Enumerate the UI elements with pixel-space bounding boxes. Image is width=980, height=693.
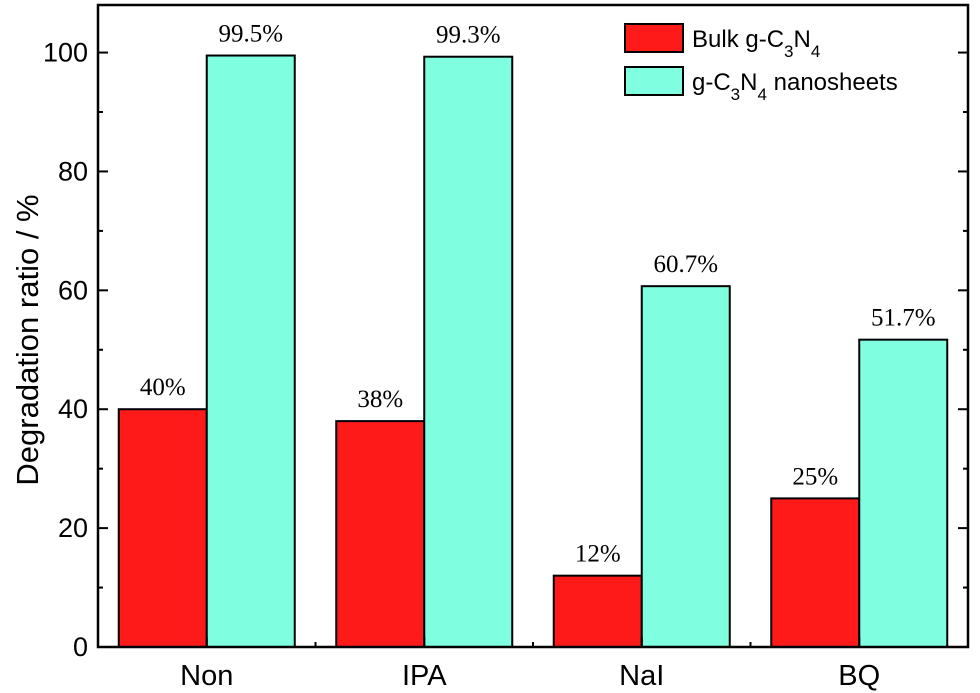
y-tick-label: 80: [58, 156, 88, 186]
legend-label-nanosheets: g-C3N4 nanosheets: [692, 69, 898, 104]
bar-nanosheets-bq: [858, 338, 949, 648]
data-label: 40%: [140, 374, 186, 401]
data-label: 38%: [357, 386, 403, 413]
y-tick-label: 60: [58, 275, 88, 305]
bar-nanosheets-non: [205, 54, 296, 649]
y-tick-label: 100: [43, 38, 88, 68]
bar-bulk-non: [117, 408, 208, 648]
x-tick-label: NaI: [619, 660, 664, 692]
x-tick-label: BQ: [838, 660, 880, 692]
bar-nanosheets-nai: [640, 285, 731, 648]
plot-area: 40% 38% 12% 25% 99.5% 99.3% 60.7% 51.7% 0 20 40 60 8…: [43, 3, 970, 692]
bar-bulk-bq: [770, 497, 861, 648]
x-tick-label: Non: [180, 660, 233, 692]
x-tick-label: IPA: [402, 660, 447, 692]
bar-bulk-nai: [552, 574, 643, 649]
y-axis-label: Degradation ratio / %: [10, 194, 45, 485]
data-label: 60.7%: [653, 251, 718, 278]
data-label: 25%: [792, 463, 838, 490]
data-label: 51.7%: [871, 305, 936, 332]
data-label: 99.5%: [218, 21, 283, 48]
legend-label-bulk: Bulk g-C3N4: [692, 26, 820, 61]
y-tick-label: 40: [58, 394, 88, 424]
legend: Bulk g-C3N4 g-C3N4 nanosheets: [624, 23, 898, 104]
bar-bulk-ipa: [335, 420, 426, 648]
legend-swatch-bulk: [624, 23, 684, 53]
data-label: 99.3%: [436, 22, 501, 49]
legend-swatch-nanosheets: [624, 66, 684, 96]
y-tick-label: 20: [58, 513, 88, 543]
bar-nanosheets-ipa: [423, 55, 514, 648]
data-label: 12%: [575, 541, 621, 568]
y-tick-label: 0: [73, 632, 88, 662]
